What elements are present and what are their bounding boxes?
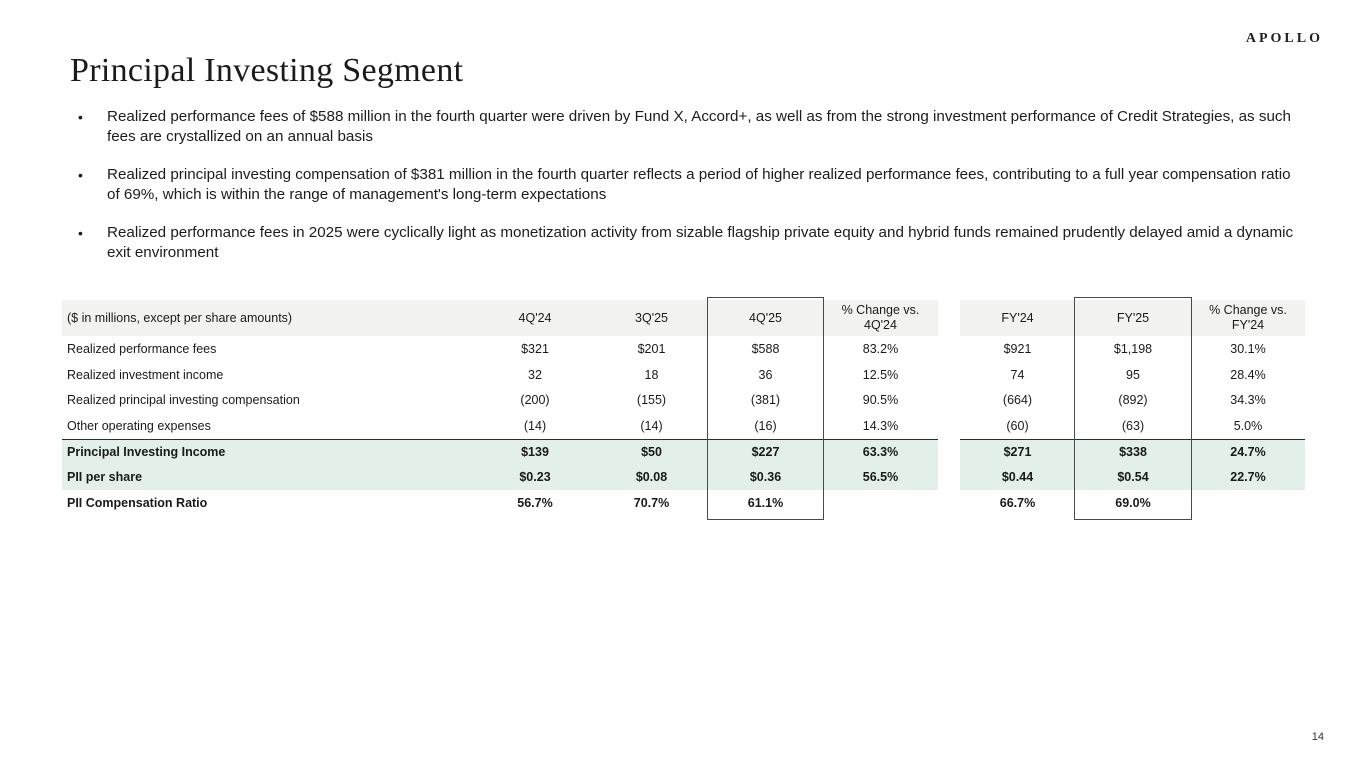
cell-value: $1,198 (1113, 341, 1153, 356)
cell-value: 69.0% (1115, 495, 1151, 510)
row-label: Realized investment income (67, 367, 224, 382)
column-gap (938, 300, 960, 336)
cell-value: 90.5% (862, 393, 899, 408)
apollo-logo: APOLLO (1245, 31, 1323, 46)
cell-value: 18 (644, 367, 659, 382)
bullet-item: • Realized principal investing compensat… (70, 165, 1298, 204)
cell-value: (14) (523, 418, 547, 433)
table-row: PII Compensation Ratio 56.7% 70.7% 61.1% 66.… (62, 490, 1305, 516)
table-rows: ($ in millions, except per share amounts… (62, 300, 1305, 516)
cell-value: $0.54 (1075, 464, 1191, 491)
cell-value: 36 (758, 367, 773, 382)
cell-value: $50 (595, 438, 708, 465)
table-row: Principal Investing Income $139 $50 $227 63.… (62, 438, 1305, 465)
cell-value: 14.3% (862, 418, 899, 433)
row-label: Realized principal investing compensatio… (67, 393, 300, 408)
column-header: 4Q'24 (475, 300, 595, 336)
cell-value: $921 (1003, 341, 1032, 356)
column-header: % Change vs. FY'24 (1191, 300, 1305, 336)
cell-value: (16) (754, 418, 777, 433)
bullet-text: Realized performance fees in 2025 were c… (107, 224, 1294, 261)
cell-value: (200) (520, 393, 550, 408)
cell-value: (892) (1118, 393, 1148, 408)
cell-value: (381) (750, 393, 781, 408)
bullet-list: • Realized performance fees of $588 mill… (70, 107, 1298, 281)
table-row: PII per share $0.23 $0.08 $0.36 56.5% $0.44 $0… (62, 464, 1305, 491)
row-label: PII per share (62, 464, 475, 491)
cell-value: 61.1% (747, 495, 784, 510)
bullet-text: Realized principal investing compensatio… (107, 166, 1291, 203)
cell-value: (60) (1006, 418, 1029, 433)
bullet-item: • Realized performance fees of $588 mill… (70, 107, 1298, 146)
bullet-item: • Realized performance fees in 2025 were… (70, 223, 1298, 262)
cell-value: $0.44 (960, 464, 1075, 491)
cell-value: 5.0% (1233, 418, 1263, 433)
row-label: Principal Investing Income (62, 438, 475, 465)
column-header: % Change vs. 4Q'24 (823, 300, 938, 336)
cell-value: 30.1% (1230, 341, 1266, 356)
cell-value (823, 490, 938, 516)
cell-value: 70.7% (633, 495, 670, 510)
cell-value: $139 (475, 438, 595, 465)
column-header: 4Q'25 (708, 300, 823, 336)
cell-value: 56.5% (823, 464, 938, 491)
cell-value: 83.2% (862, 341, 899, 356)
cell-value: 24.7% (1191, 438, 1305, 465)
cell-value: 56.7% (517, 495, 553, 510)
cell-value: 22.7% (1191, 464, 1305, 491)
row-label: Realized performance fees (67, 341, 217, 356)
financial-table: ($ in millions, except per share amounts… (62, 297, 1305, 520)
cell-value (1191, 490, 1305, 516)
cell-value: 74 (1010, 367, 1025, 382)
cell-value: (155) (636, 393, 667, 408)
cell-value: $338 (1075, 438, 1191, 465)
table-row: Realized performance fees $321 $201 $588 83.… (62, 336, 1305, 362)
cell-value: 32 (528, 367, 542, 382)
table-note: ($ in millions, except per share amounts… (62, 300, 475, 336)
table-row: Other operating expenses (14) (14) (16) 14.3… (62, 413, 1305, 439)
column-gap (938, 439, 960, 465)
cell-value: $588 (751, 341, 780, 356)
page-title: Principal Investing Segment (70, 52, 464, 89)
cell-value: $0.08 (595, 464, 708, 491)
cell-value: $271 (960, 438, 1075, 465)
column-header: FY'25 (1075, 300, 1191, 336)
cell-value: 28.4% (1230, 367, 1266, 382)
table-row: Realized principal investing compensatio… (62, 387, 1305, 413)
bullet-text: Realized performance fees of $588 millio… (107, 108, 1291, 145)
column-header: 3Q'25 (595, 300, 708, 336)
row-label: Other operating expenses (67, 418, 211, 433)
column-header: FY'24 (960, 300, 1075, 336)
cell-value: 63.3% (823, 438, 938, 465)
column-gap (938, 336, 960, 362)
cell-value: $0.23 (475, 464, 595, 491)
cell-value: $0.36 (708, 464, 823, 491)
column-gap (938, 490, 960, 516)
cell-value: 95 (1126, 367, 1140, 382)
table-header-row: ($ in millions, except per share amounts… (62, 300, 1305, 336)
bullet-dot: • (78, 225, 83, 241)
cell-value: $201 (637, 341, 666, 356)
column-gap (938, 413, 960, 439)
column-gap (938, 464, 960, 490)
column-gap (938, 362, 960, 388)
cell-value: 12.5% (862, 367, 899, 382)
table-row: Realized investment income 32 18 36 12.5% 74 9… (62, 362, 1305, 388)
cell-value: (664) (1002, 393, 1033, 408)
bullet-dot: • (78, 167, 83, 183)
cell-value: 66.7% (999, 495, 1036, 510)
cell-value: (63) (1121, 418, 1145, 433)
bullet-dot: • (78, 109, 83, 125)
column-gap (938, 387, 960, 413)
cell-value: 34.3% (1230, 393, 1266, 408)
cell-value: $321 (521, 341, 549, 356)
cell-value: (14) (640, 418, 663, 433)
page-number: 14 (1311, 731, 1324, 743)
cell-value: $227 (708, 438, 823, 465)
row-label: PII Compensation Ratio (67, 495, 208, 510)
